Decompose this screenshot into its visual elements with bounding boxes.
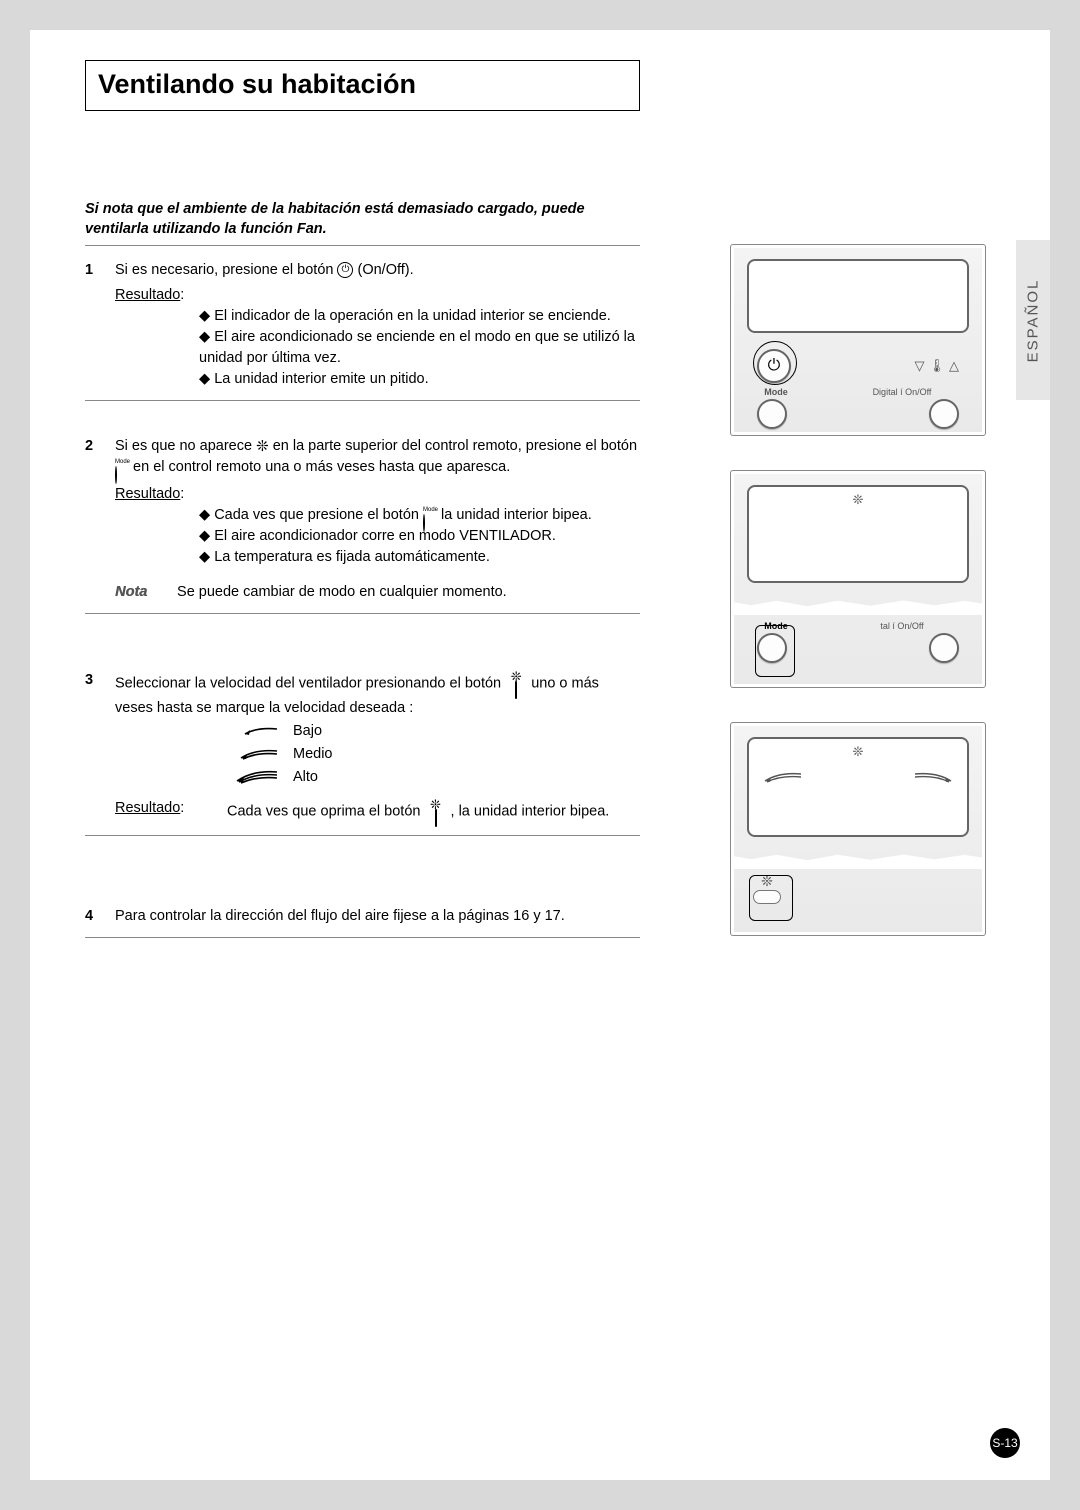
swoosh-med-icon bbox=[235, 747, 279, 761]
page-title: Ventilando su habitación bbox=[98, 69, 627, 100]
swoosh-high-icon bbox=[235, 769, 279, 785]
intro-text: Si nota que el ambiente de la habitación… bbox=[85, 200, 640, 246]
digital-label: Digital í On/Off bbox=[847, 387, 957, 397]
screen-swoosh-row bbox=[763, 769, 953, 785]
step3-text-a: Seleccionar la velocidad del ventilador … bbox=[115, 676, 505, 692]
step2-text-a: Si es que no aparece bbox=[115, 438, 256, 454]
mode-label: Mode bbox=[759, 387, 793, 397]
bullet-text: Cada ves que presione el botón bbox=[214, 507, 423, 523]
digital-button bbox=[929, 399, 959, 429]
torn-edge bbox=[731, 847, 985, 869]
step-3: 3 Seleccionar la velocidad del ventilado… bbox=[85, 670, 640, 836]
highlight-mode-box bbox=[755, 625, 795, 677]
step1-text-post: (On/Off). bbox=[358, 262, 414, 278]
bullet: La temperatura es fijada automáticamente… bbox=[199, 547, 640, 568]
step2-text-c: en el control remoto una o más veses has… bbox=[133, 459, 510, 475]
bullet-text: la unidad interior bipea. bbox=[441, 507, 592, 523]
remote-diagram-1: ⏻ ▽ 🌡 △ Mode Digital í On/Off bbox=[730, 244, 986, 436]
remote-button-row-2 bbox=[731, 397, 985, 433]
step2-bullets: Cada ves que presione el botón Mode la u… bbox=[199, 505, 640, 568]
remote-diagram-3: ❊ ❊ bbox=[730, 722, 986, 936]
step-number: 1 bbox=[85, 260, 107, 281]
power-icon: ⏻ bbox=[337, 262, 353, 278]
note-label: Nota bbox=[115, 582, 173, 603]
remote-screen: ❊ bbox=[747, 485, 969, 583]
highlight-fan-box bbox=[749, 875, 793, 921]
remote-labels: Mode Digital í On/Off bbox=[731, 387, 985, 397]
swoosh-left-icon bbox=[763, 769, 803, 785]
up-triangle-icon: △ bbox=[949, 358, 959, 374]
mode-button bbox=[757, 399, 787, 429]
result-label: Resultado bbox=[115, 486, 180, 502]
step-4: 4 Para controlar la dirección del flujo … bbox=[85, 906, 640, 938]
fan-button-icon: ❊ bbox=[505, 670, 527, 698]
speed-high-label: Alto bbox=[293, 767, 318, 788]
bullet: El indicador de la operación en la unida… bbox=[199, 306, 640, 327]
step-number: 4 bbox=[85, 906, 107, 927]
step-1: 1 Si es necesario, presione el botón ⏻ (… bbox=[85, 260, 640, 401]
speed-low-label: Bajo bbox=[293, 721, 322, 742]
title-box: Ventilando su habitación bbox=[85, 60, 640, 111]
remote-screen bbox=[747, 259, 969, 333]
step3-result-b: , la unidad interior bipea. bbox=[451, 803, 610, 819]
bullet: Cada ves que presione el botón Mode la u… bbox=[199, 505, 640, 526]
fan-icon: ❊ bbox=[853, 492, 864, 508]
step1-text-pre: Si es necesario, presione el botón bbox=[115, 262, 337, 278]
digital-button bbox=[929, 633, 959, 663]
speed-med-label: Medio bbox=[293, 744, 333, 765]
bullet: La unidad interior emite un pitido. bbox=[199, 369, 640, 390]
mode-button-icon: Mode bbox=[115, 459, 129, 475]
digital-label-short: tal í On/Off bbox=[847, 621, 957, 631]
step4-text: Para controlar la dirección del flujo de… bbox=[115, 908, 565, 924]
highlight-circle bbox=[753, 341, 797, 385]
result-label: Resultado bbox=[115, 287, 180, 303]
language-tab-label: ESPAÑOL bbox=[1025, 278, 1042, 362]
speed-med-row: Medio bbox=[235, 744, 640, 765]
bullet: El aire acondicionador corre en modo VEN… bbox=[199, 526, 640, 547]
fan-icon: ❊ bbox=[256, 439, 269, 454]
language-tab: ESPAÑOL bbox=[1016, 240, 1050, 400]
step2-text-b: en la parte superior del control remoto,… bbox=[273, 438, 637, 454]
note-text: Se puede cambiar de modo en cualquier mo… bbox=[177, 584, 507, 600]
fan-icon: ❊ bbox=[853, 744, 864, 760]
step-2: 2 Si es que no aparece ❊ en la parte sup… bbox=[85, 436, 640, 614]
swoosh-right-icon bbox=[913, 769, 953, 785]
swoosh-low-icon bbox=[235, 725, 279, 737]
bullet: El aire acondicionado se enciende en el … bbox=[199, 327, 640, 369]
speed-low-row: Bajo bbox=[235, 721, 640, 742]
page-number-badge: S-13 bbox=[990, 1428, 1020, 1458]
manual-page: Ventilando su habitación ESPAÑOL Si nota… bbox=[30, 30, 1050, 1480]
result-label: Resultado bbox=[115, 800, 180, 816]
page-number: S-13 bbox=[992, 1436, 1017, 1450]
step1-bullets: El indicador de la operación en la unida… bbox=[199, 306, 640, 390]
step-number: 3 bbox=[85, 670, 107, 691]
speed-high-row: Alto bbox=[235, 767, 640, 788]
step3-result-a: Cada ves que oprima el botón bbox=[227, 803, 425, 819]
remote-diagram-2: ❊ Mode tal í On/Off bbox=[730, 470, 986, 688]
fan-button-icon: ❊ bbox=[425, 798, 447, 826]
mode-button-icon: Mode bbox=[423, 507, 437, 523]
down-triangle-icon: ▽ bbox=[914, 358, 924, 374]
remote-screen: ❊ bbox=[747, 737, 969, 837]
thermometer-icon: 🌡 bbox=[928, 358, 945, 374]
torn-edge bbox=[731, 593, 985, 615]
step-number: 2 bbox=[85, 436, 107, 457]
